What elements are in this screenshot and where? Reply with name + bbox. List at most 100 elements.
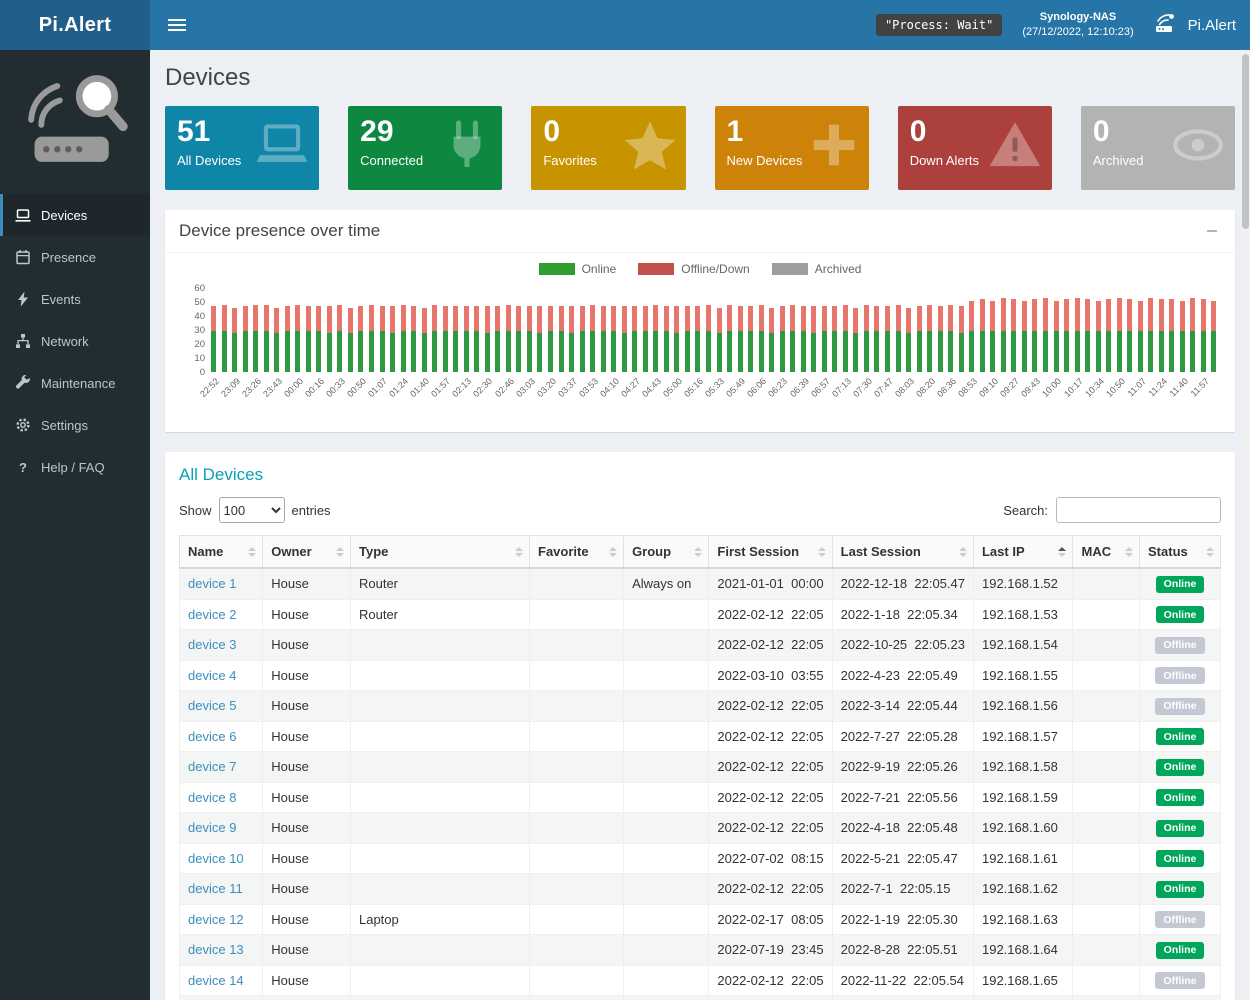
column-label: MAC xyxy=(1081,544,1112,559)
chart-bar xyxy=(242,306,248,372)
device-link[interactable]: device 12 xyxy=(188,911,244,927)
scrollbar-thumb[interactable] xyxy=(1242,54,1249,229)
entries-select[interactable]: 100 xyxy=(218,497,285,523)
navbar-right: "Process: Wait" Synology-NAS (27/12/2022… xyxy=(875,10,1236,41)
column-header-type[interactable]: Type xyxy=(349,535,531,569)
sidebar-item-devices[interactable]: Devices xyxy=(0,194,150,236)
sort-icon[interactable] xyxy=(609,546,618,557)
cell-first-session: 2022-07-02 08:15 xyxy=(708,842,833,874)
cell-group: Always on xyxy=(623,567,710,600)
device-link[interactable]: device 14 xyxy=(188,972,244,988)
sidebar-item-presence[interactable]: Presence xyxy=(0,236,150,278)
device-link[interactable]: device 10 xyxy=(188,850,244,866)
cell-mac xyxy=(1072,781,1141,813)
cell-type xyxy=(349,720,531,752)
column-header-name[interactable]: Name xyxy=(178,535,264,569)
cell-last-ip: 192.168.1.62 xyxy=(972,873,1074,905)
cell-last-ip: 192.168.1.56 xyxy=(972,690,1074,722)
device-link[interactable]: device 11 xyxy=(188,881,243,897)
plus-icon xyxy=(807,118,861,177)
device-link[interactable]: device 4 xyxy=(188,667,237,683)
card-connected[interactable]: 29 Connected xyxy=(348,106,503,190)
app-logo[interactable]: Pi.Alert xyxy=(0,0,150,50)
chart-bar xyxy=(948,304,954,372)
sort-icon[interactable] xyxy=(335,546,344,557)
navbar-brand[interactable]: Pi.Alert xyxy=(1154,12,1236,39)
sidebar-toggle-button[interactable] xyxy=(164,13,190,37)
chart-bar xyxy=(1169,299,1175,372)
chart-bar xyxy=(1042,297,1048,372)
cell-last-session: 2022-4-23 22:05.49 xyxy=(831,659,974,691)
column-header-group[interactable]: Group xyxy=(623,535,710,569)
sidebar-item-help[interactable]: ? Help / FAQ xyxy=(0,446,150,488)
chart-bar xyxy=(379,306,385,372)
device-link[interactable]: device 3 xyxy=(188,637,237,653)
sort-icon[interactable] xyxy=(248,546,257,557)
minus-icon[interactable] xyxy=(1207,230,1217,232)
vertical-scrollbar[interactable] xyxy=(1241,50,1250,1000)
sidebar-item-events[interactable]: Events xyxy=(0,278,150,320)
device-link[interactable]: device 5 xyxy=(188,698,237,714)
cell-group xyxy=(623,873,710,905)
sidebar-item-maintenance[interactable]: Maintenance xyxy=(0,362,150,404)
column-header-last-session[interactable]: Last Session xyxy=(831,535,974,569)
cell-favorite xyxy=(529,903,625,935)
cell-owner: House xyxy=(262,903,351,935)
device-link[interactable]: device 9 xyxy=(188,820,237,836)
device-link[interactable]: device 6 xyxy=(188,728,237,744)
card-all-devices[interactable]: 51 All Devices xyxy=(165,106,320,190)
sort-icon[interactable] xyxy=(1125,546,1134,557)
host-info: Synology-NAS (27/12/2022, 12:10:23) xyxy=(1022,10,1133,41)
sidebar: Devices Presence Events Network xyxy=(0,50,150,1000)
sort-icon[interactable] xyxy=(817,546,826,557)
card-archived[interactable]: 0 Archived xyxy=(1080,106,1236,190)
cell-name: device 13 xyxy=(178,934,264,966)
chart-bar xyxy=(811,306,817,372)
cell-name: device 7 xyxy=(178,751,264,783)
device-link[interactable]: device 1 xyxy=(188,576,237,592)
device-link[interactable]: device 8 xyxy=(188,789,237,805)
column-label: Owner xyxy=(271,544,312,559)
card-down-alerts[interactable]: 0 Down Alerts xyxy=(897,106,1052,190)
column-header-status[interactable]: Status xyxy=(1139,535,1221,569)
device-link[interactable]: device 2 xyxy=(188,606,237,622)
cell-first-session: 2022-02-12 22:05 xyxy=(708,690,833,722)
cell-last-session: 2022-3-14 22:05.44 xyxy=(831,690,974,722)
cell-first-session: 2022-07-19 23:45 xyxy=(708,934,833,966)
column-header-owner[interactable]: Owner xyxy=(262,535,351,569)
cell-group xyxy=(623,842,710,874)
sort-icon[interactable] xyxy=(1058,546,1067,557)
table-controls: Show 100 entries Search: xyxy=(165,487,1235,535)
cell-group xyxy=(623,659,710,691)
sidebar-item-settings[interactable]: Settings xyxy=(0,404,150,446)
card-favorites[interactable]: 0 Favorites xyxy=(531,106,686,190)
column-header-favorite[interactable]: Favorite xyxy=(529,535,625,569)
sidebar-item-network[interactable]: Network xyxy=(0,320,150,362)
cell-last-ip: 192.168.1.65 xyxy=(972,964,1074,996)
cell-type xyxy=(349,690,531,722)
cell-owner: House xyxy=(262,598,351,630)
cell-mac xyxy=(1072,659,1141,691)
chart-bar xyxy=(326,306,332,372)
sort-icon[interactable] xyxy=(1206,546,1214,557)
search-input[interactable] xyxy=(1056,497,1221,523)
column-header-first-session[interactable]: First Session xyxy=(708,535,833,569)
cell-last-ip: 192.168.1.55 xyxy=(972,659,1074,691)
device-link[interactable]: device 7 xyxy=(188,759,237,775)
router-wifi-icon xyxy=(1154,12,1180,39)
cell-favorite xyxy=(529,659,625,691)
cell-group xyxy=(623,964,710,996)
cell-owner: House xyxy=(262,720,351,752)
cell-first-session: 2022-03-10 03:55 xyxy=(708,659,833,691)
sort-icon[interactable] xyxy=(515,546,524,557)
column-header-last-ip[interactable]: Last IP xyxy=(972,535,1074,569)
sort-icon[interactable] xyxy=(958,546,967,557)
chart-bar xyxy=(411,306,417,372)
column-header-mac[interactable]: MAC xyxy=(1072,535,1141,569)
device-link[interactable]: device 13 xyxy=(188,942,244,958)
y-tick-label: 20 xyxy=(194,339,205,350)
cell-last-session: 2022-11-22 22:05.54 xyxy=(831,995,974,1000)
sort-icon[interactable] xyxy=(694,546,703,557)
card-new-devices[interactable]: 1 New Devices xyxy=(714,106,869,190)
